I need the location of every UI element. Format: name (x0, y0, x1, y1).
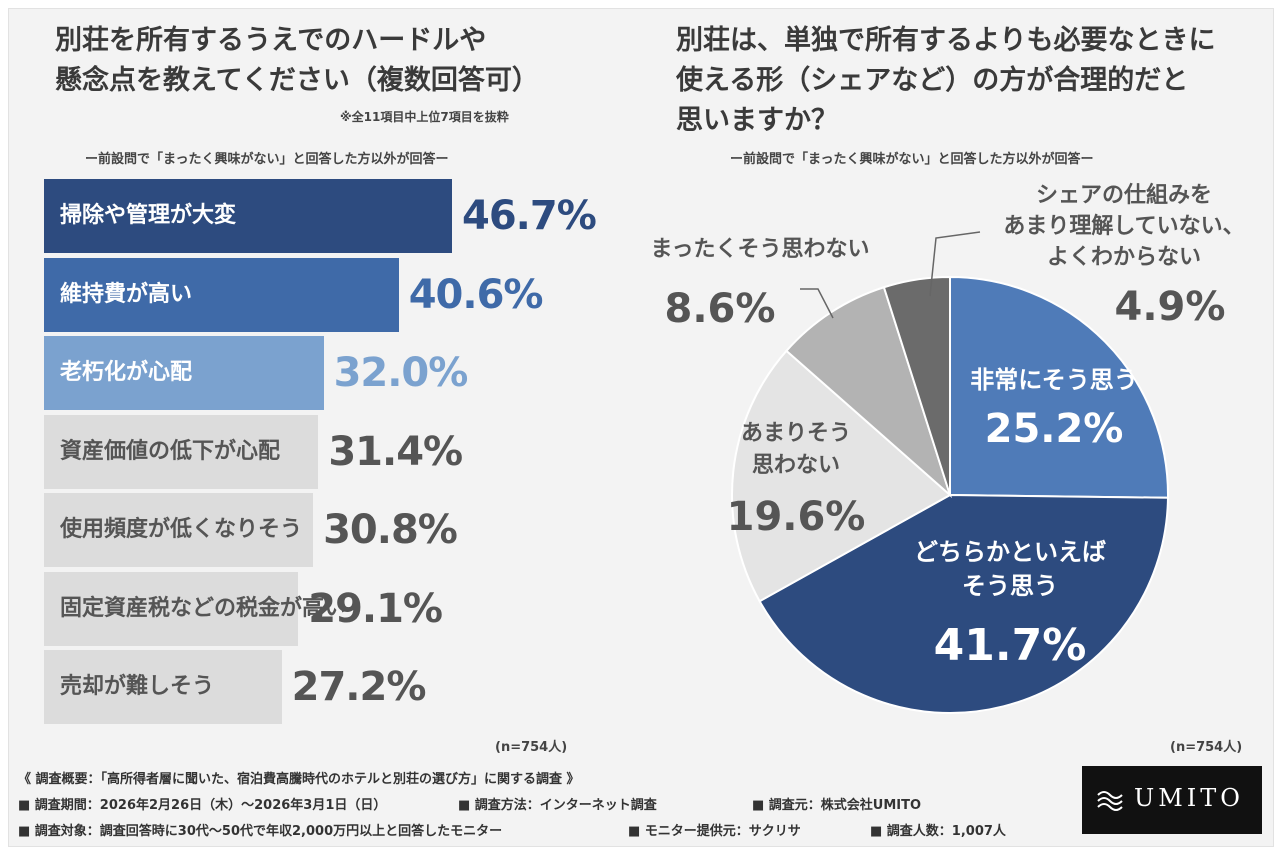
pie-value-label: 41.7% (934, 620, 1087, 671)
bar (44, 179, 452, 253)
bar-value-label: 32.0% (333, 350, 469, 396)
right-title-line1: 別荘は、単独で所有するよりも必要なときに (676, 25, 1216, 56)
bar-value-label: 29.1% (308, 585, 443, 632)
bar-label: 使用頻度が低くなりそう (60, 517, 303, 542)
bar-label: 資産価値の低下が心配 (60, 438, 281, 464)
waves-logo-icon (1097, 791, 1123, 811)
footer-method: ■ 調査方法：インターネット調査 (458, 798, 657, 813)
pie-value-label: 4.9% (1115, 284, 1226, 330)
bar (44, 414, 319, 489)
pie-slice-label: 思わない (752, 453, 840, 478)
bar-value-label: 27.2% (291, 664, 427, 710)
bar-value-label: 31.4% (328, 428, 463, 475)
pie-slice-label: シェアの仕組みを (1036, 182, 1212, 208)
leader-line (800, 288, 834, 319)
pie-slice-label: そう思う (962, 572, 1058, 600)
bar-label: 維持費が高い (60, 281, 193, 307)
pie-slice-label: まったくそう思わない (650, 237, 869, 262)
footer-source: ■ 調査元：株式会社UMITO (752, 798, 922, 813)
pie-slice (758, 493, 1169, 714)
bar (44, 336, 324, 410)
pie-slice (882, 275, 951, 496)
left-subtitle: ー前設問で「まったく興味がない」と回答した方以外が回答ー (85, 152, 449, 167)
bar-value-label: 30.8% (323, 507, 458, 553)
leader-line (929, 231, 981, 297)
footer-summary: 《 調査概要：「高所得者層に聞いた、宿泊費高騰時代のホテルと別荘の選び方」に関す… (18, 772, 580, 787)
footer-count: ■ 調査人数：1,007人 (870, 824, 1006, 839)
pie-value-label: 8.6% (665, 286, 776, 332)
right-title-line2: 使える形（シェアなど）の方が合理的だと (676, 65, 1189, 96)
pie-slice (949, 275, 1169, 499)
pie-value-label: 19.6% (727, 494, 866, 540)
bar-label: 老朽化が心配 (60, 360, 193, 385)
bar (44, 257, 399, 332)
pie-slice (731, 349, 952, 603)
right-title-line3: 思いますか？ (676, 105, 838, 136)
pie-slice-label: よくわからない (1047, 245, 1201, 270)
left-note: ※全11項目中上位7項目を抜粋 (340, 110, 509, 124)
umito-logo: UMITO (1082, 766, 1262, 834)
left-n-label: (n=754人) (495, 740, 568, 755)
pie-value-label: 25.2% (985, 406, 1124, 452)
bar-value-label: 46.7% (462, 193, 597, 239)
pie-slice-label: あまりそう (741, 421, 851, 446)
footer-target: ■ 調査対象：調査回答時に30代〜50代で年収2,000万円以上と回答したモニタ… (18, 824, 503, 839)
footer-period: ■ 調査期間：2026年2月26日（木）〜2026年3月1日（日） (18, 798, 387, 813)
bar-label: 売却が難しそう (60, 674, 215, 699)
pie-slice-label: あまり理解していない、 (1003, 213, 1244, 239)
bar-label: 固定資産税などの税金が高い (60, 595, 347, 621)
left-title-line2: 懸念点を教えてください（複数回答可） (55, 65, 539, 96)
bar (44, 650, 282, 724)
pie-slice-label: 非常にそう思う (970, 366, 1138, 394)
bar (44, 571, 299, 646)
right-subtitle: ー前設問で「まったく興味がない」と回答した方以外が回答ー (730, 152, 1094, 167)
left-title-line1: 別荘を所有するうえでのハードルや (55, 25, 487, 56)
footer-provider: ■ モニター提供元：サクリサ (628, 824, 801, 839)
bar-value-label: 40.6% (408, 271, 544, 318)
logo-text: UMITO (1134, 784, 1244, 812)
bar-label: 掃除や管理が大変 (60, 203, 237, 228)
right-n-label: (n=754人) (1170, 740, 1243, 755)
bar (44, 493, 314, 567)
pie-slice-label: どちらかといえば (914, 538, 1106, 566)
